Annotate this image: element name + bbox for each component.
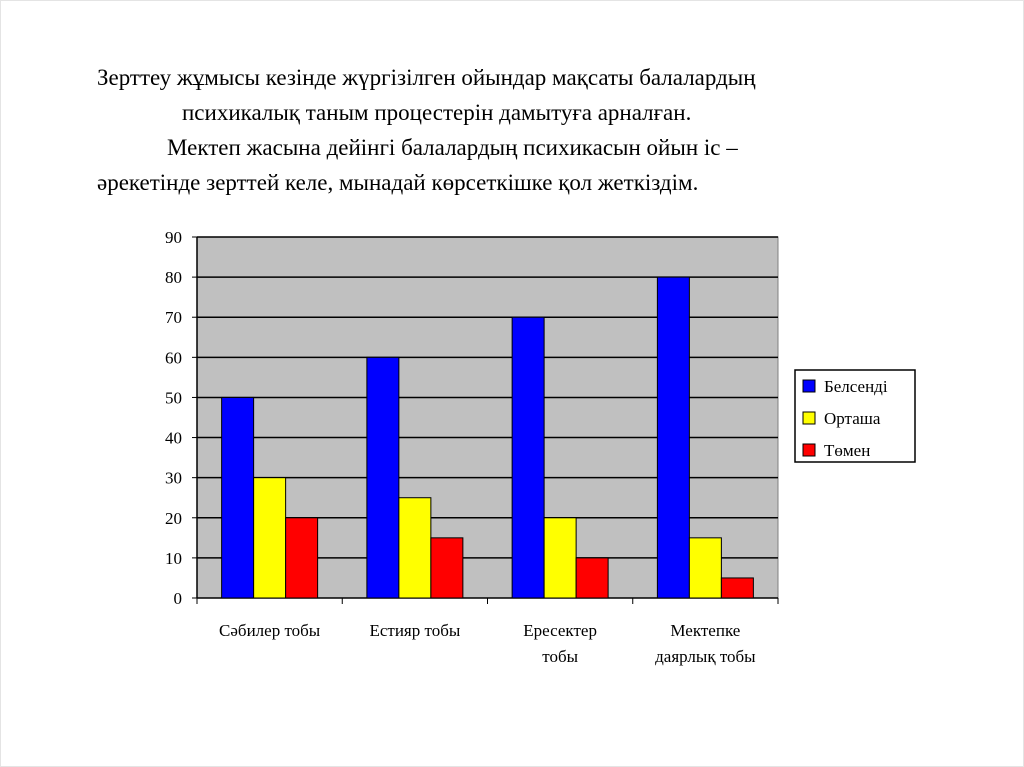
bar-tomen xyxy=(720,577,754,599)
y-tick-label: 0 xyxy=(174,589,183,608)
legend-label: Белсенді xyxy=(824,377,888,396)
x-tick-label: Мектепке xyxy=(670,621,740,640)
x-tick-label: даярлық тобы xyxy=(655,647,756,666)
x-tick-label: Естияр тобы xyxy=(369,621,460,640)
x-tick-label: Ересектер xyxy=(523,621,597,640)
bar-ortasha xyxy=(398,497,432,599)
y-tick-label: 50 xyxy=(165,388,182,407)
y-tick-label: 60 xyxy=(165,348,182,367)
legend-label: Төмен xyxy=(824,441,870,460)
slide-heading: Зерттеу жұмысы кезінде жүргізілген ойынд… xyxy=(60,60,960,200)
legend-swatch xyxy=(802,411,816,425)
legend-swatch xyxy=(802,443,816,457)
bar-belsendi xyxy=(221,396,255,599)
bar-ortasha xyxy=(253,477,287,599)
y-tick-label: 90 xyxy=(165,228,182,247)
bar-tomen xyxy=(285,517,319,599)
y-tick-label: 20 xyxy=(165,509,182,528)
bar-belsendi xyxy=(366,356,400,599)
y-tick-label: 40 xyxy=(165,429,182,448)
x-tick-label: Сәбилер тобы xyxy=(219,621,321,640)
bar-tomen xyxy=(430,537,464,599)
legend-label: Орташа xyxy=(824,409,881,428)
heading-line: Зерттеу жұмысы кезінде жүргізілген ойынд… xyxy=(97,65,756,90)
x-tick-label: тобы xyxy=(542,647,578,666)
y-tick-label: 10 xyxy=(165,549,182,568)
y-tick-label: 30 xyxy=(165,469,182,488)
bar-ortasha xyxy=(688,537,722,599)
bar-belsendi xyxy=(656,276,690,599)
heading-line: Мектеп жасына дейінгі балалардың психика… xyxy=(167,135,738,160)
y-tick-label: 70 xyxy=(165,308,182,327)
bar-tomen xyxy=(575,557,609,599)
bar-ortasha xyxy=(543,517,577,599)
heading-line: әрекетінде зерттей келе, мынадай көрсетк… xyxy=(97,170,699,195)
heading-line: психикалық таным процестерін дамытуға ар… xyxy=(182,100,692,125)
bar-belsendi xyxy=(511,316,545,599)
y-tick-label: 80 xyxy=(165,268,182,287)
legend-swatch xyxy=(802,379,816,393)
